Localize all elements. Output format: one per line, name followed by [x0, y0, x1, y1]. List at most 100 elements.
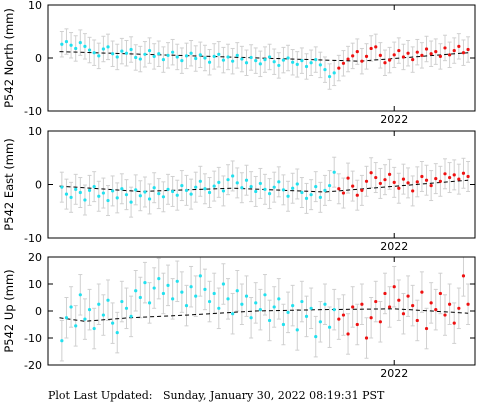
north-data-point [194, 56, 198, 61]
east-data-point [184, 188, 189, 192]
up-data-point [175, 279, 179, 283]
up-data-point [291, 304, 295, 308]
up-data-point [309, 306, 313, 310]
north-data-point [281, 58, 286, 62]
up-data-point [424, 326, 429, 331]
up-data-point [332, 308, 336, 312]
east-data-point [97, 194, 101, 198]
north-data-point [300, 59, 304, 63]
east-data-point [286, 194, 290, 198]
east-data-point [92, 185, 96, 189]
east-data-point [78, 190, 82, 195]
east-data-point [175, 193, 179, 197]
north-data-point [180, 59, 184, 63]
up-data-point [87, 308, 92, 312]
east-data-point [383, 178, 387, 182]
east-data-point [263, 187, 267, 191]
north-data-point [175, 55, 179, 59]
up-data-point [212, 291, 216, 296]
east-data-point [180, 183, 184, 188]
up-data-point [235, 289, 239, 293]
up-data-point [383, 291, 387, 296]
north-data-point [189, 51, 193, 55]
east-data-point [111, 189, 115, 193]
up-data-point [369, 316, 373, 320]
up-data-point [355, 322, 359, 327]
east-data-point [466, 174, 470, 179]
east-data-point [64, 192, 69, 196]
east-data-point [272, 185, 276, 189]
up-data-point [434, 308, 438, 312]
north-data-point [369, 46, 373, 51]
east-data-point [415, 180, 419, 184]
east-data-point [295, 182, 299, 186]
north-data-point [83, 44, 87, 48]
up-data-point [341, 313, 346, 317]
up-data-point [388, 305, 392, 309]
east-data-point [244, 178, 249, 182]
up-data-point [346, 332, 350, 336]
up-data-point [147, 301, 152, 305]
up-data-point [97, 302, 101, 306]
east-data-point [374, 175, 378, 180]
up-data-point [401, 312, 406, 316]
north-data-point [401, 55, 406, 59]
north-data-point [341, 61, 346, 65]
east-data-point [240, 186, 244, 190]
east-data-point [194, 185, 198, 189]
up-data-point [64, 316, 69, 320]
footer-label: Plot Last Updated: [48, 389, 153, 402]
north-data-point [392, 53, 396, 57]
north-data-point [134, 55, 138, 60]
east-data-point [401, 177, 406, 181]
north-data-point [415, 50, 419, 54]
east-data-point [314, 185, 318, 189]
east-data-point [212, 184, 216, 188]
up-panel: -20 -10 0 10 20 2022 P542 Up (mm) [2, 251, 476, 380]
north-data-point [337, 66, 341, 70]
east-data-point [120, 187, 124, 191]
up-data-point [295, 328, 299, 332]
up-data-point [203, 287, 207, 291]
up-data-point [249, 316, 253, 320]
north-data-point [254, 59, 258, 63]
north-data-point [378, 53, 382, 57]
east-data-point [406, 181, 410, 185]
north-data-point [212, 54, 216, 59]
east-data-point [157, 191, 161, 196]
up-data-point [78, 293, 82, 297]
east-data-point [203, 187, 207, 191]
east-data-point [424, 178, 429, 182]
north-data-point [217, 52, 221, 56]
north-data-point [424, 47, 429, 51]
east-data-point [134, 188, 138, 192]
north-data-point [235, 53, 239, 57]
east-data-point [161, 195, 166, 199]
up-data-point [457, 306, 461, 310]
up-data-point [69, 305, 73, 309]
up-data-point [438, 291, 442, 296]
north-data-point [318, 63, 322, 67]
east-data-point [277, 180, 281, 184]
north-data-point [240, 57, 244, 61]
north-data-point [143, 52, 147, 56]
up-data-point [115, 331, 119, 335]
east-data-point [397, 186, 401, 190]
up-data-point [448, 302, 452, 306]
up-data-point [161, 291, 166, 296]
up-trend-line [59, 308, 469, 322]
north-data-point [360, 59, 364, 63]
north-data-point [101, 47, 105, 51]
up-data-point [277, 297, 281, 301]
north-data-point [138, 57, 142, 61]
east-data-point [189, 192, 193, 196]
up-data-point [392, 285, 396, 289]
east-data-point [147, 197, 152, 201]
up-data-point [221, 282, 226, 286]
up-data-point [272, 305, 276, 309]
north-data-point [249, 55, 253, 60]
east-data-point [249, 185, 253, 189]
north-data-point [314, 57, 318, 62]
east-data-point [217, 180, 221, 184]
east-data-point [258, 181, 262, 186]
